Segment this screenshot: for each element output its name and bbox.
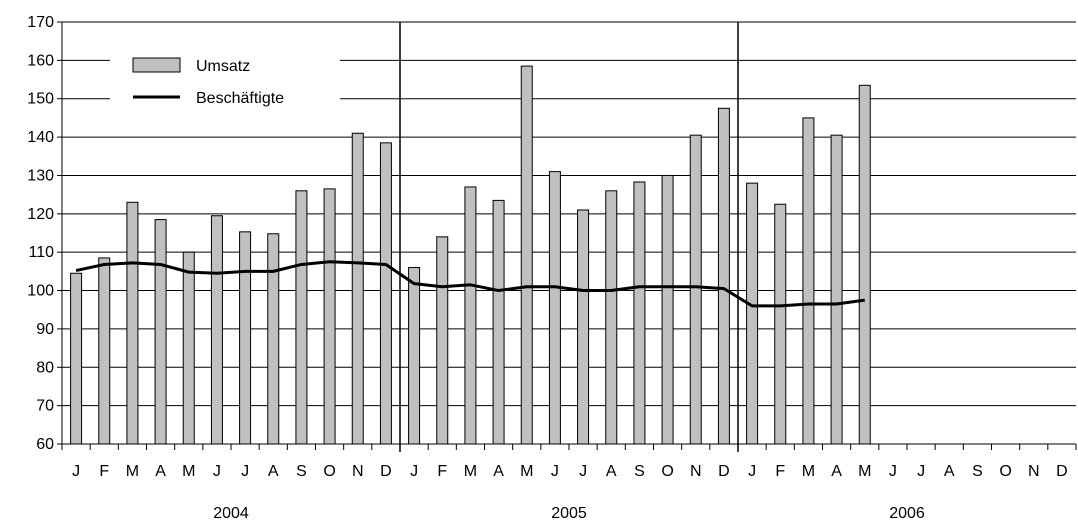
bar-umsatz: [210, 215, 223, 445]
legend-swatch-umsatz: [132, 57, 181, 73]
month-label: J: [213, 463, 221, 480]
month-label: A: [831, 463, 842, 480]
month-label: M: [802, 463, 815, 480]
y-tick-label: 130: [27, 167, 54, 184]
month-label: O: [323, 463, 335, 480]
bar-umsatz: [689, 134, 702, 445]
beschaeftigte-line-group: [75, 260, 865, 308]
year-label-2005: 2005: [551, 505, 587, 522]
month-label: M: [464, 463, 477, 480]
legend-label-umsatz: Umsatz: [196, 58, 250, 75]
month-label: D: [380, 463, 392, 480]
month-label: J: [889, 463, 897, 480]
y-tick-label: 70: [36, 398, 54, 415]
y-tick-label: 60: [36, 436, 54, 453]
month-label: F: [99, 463, 109, 480]
bar-umsatz: [830, 134, 843, 445]
month-label: J: [410, 463, 418, 480]
bar-umsatz: [661, 174, 674, 445]
umsatz-bars: [70, 65, 871, 445]
month-label: J: [551, 463, 559, 480]
bar-umsatz: [717, 107, 730, 445]
month-label: S: [296, 463, 307, 480]
month-label: J: [241, 463, 249, 480]
month-label: J: [917, 463, 925, 480]
y-tick-label: 90: [36, 321, 54, 338]
line-beschaeftigte: [75, 260, 865, 308]
legend-label-beschaeftigte: Beschäftigte: [196, 90, 284, 107]
bar-umsatz: [577, 209, 590, 445]
bar-umsatz: [520, 65, 533, 445]
month-label: N: [1028, 463, 1040, 480]
bar-umsatz: [70, 272, 83, 445]
y-tick-label: 110: [28, 244, 54, 261]
month-label: D: [718, 463, 730, 480]
year-label-2004: 2004: [213, 505, 249, 522]
y-tick-label: 80: [36, 359, 54, 376]
month-label: O: [999, 463, 1011, 480]
month-label: M: [126, 463, 139, 480]
year-label-2006: 2006: [889, 505, 925, 522]
bar-umsatz: [548, 171, 561, 445]
month-label: S: [972, 463, 983, 480]
month-label: A: [606, 463, 617, 480]
month-label: A: [493, 463, 504, 480]
bar-umsatz: [802, 117, 815, 445]
month-label: N: [352, 463, 364, 480]
month-label: F: [437, 463, 447, 480]
bar-umsatz: [154, 219, 167, 445]
month-label: A: [268, 463, 279, 480]
axes: [57, 21, 1077, 452]
bar-umsatz: [267, 233, 280, 445]
month-label: F: [775, 463, 785, 480]
month-label: A: [155, 463, 166, 480]
y-tick-label: 120: [27, 206, 54, 223]
bar-umsatz: [182, 251, 195, 445]
month-label: M: [182, 463, 195, 480]
bar-umsatz: [98, 257, 111, 445]
bar-umsatz: [858, 84, 871, 445]
month-label: D: [1056, 463, 1068, 480]
month-label: M: [520, 463, 533, 480]
month-label: M: [858, 463, 871, 480]
gridlines: [62, 21, 1076, 407]
month-label: N: [690, 463, 702, 480]
bar-umsatz: [774, 203, 787, 445]
bar-umsatz: [436, 236, 449, 445]
month-label: J: [748, 463, 756, 480]
bar-umsatz: [605, 190, 618, 445]
bar-umsatz: [351, 132, 364, 445]
bar-umsatz: [492, 199, 505, 445]
month-label: J: [72, 463, 80, 480]
legend: Umsatz Beschäftigte: [110, 40, 340, 110]
y-tick-label: 150: [27, 91, 54, 108]
y-tick-label: 140: [27, 129, 54, 146]
bar-umsatz: [746, 182, 759, 445]
y-tick-label: 170: [27, 14, 54, 31]
bar-umsatz: [323, 188, 336, 445]
month-label: A: [944, 463, 955, 480]
month-label: J: [579, 463, 587, 480]
y-tick-label: 160: [27, 52, 54, 69]
bar-umsatz: [379, 142, 392, 445]
y-tick-label: 100: [27, 283, 54, 300]
bar-umsatz: [633, 181, 646, 445]
month-label: O: [661, 463, 673, 480]
bar-umsatz: [239, 231, 252, 445]
bar-umsatz: [295, 190, 308, 445]
bar-umsatz: [126, 201, 139, 445]
bar-umsatz: [464, 186, 477, 445]
bar-umsatz: [408, 267, 421, 445]
month-label: S: [634, 463, 645, 480]
